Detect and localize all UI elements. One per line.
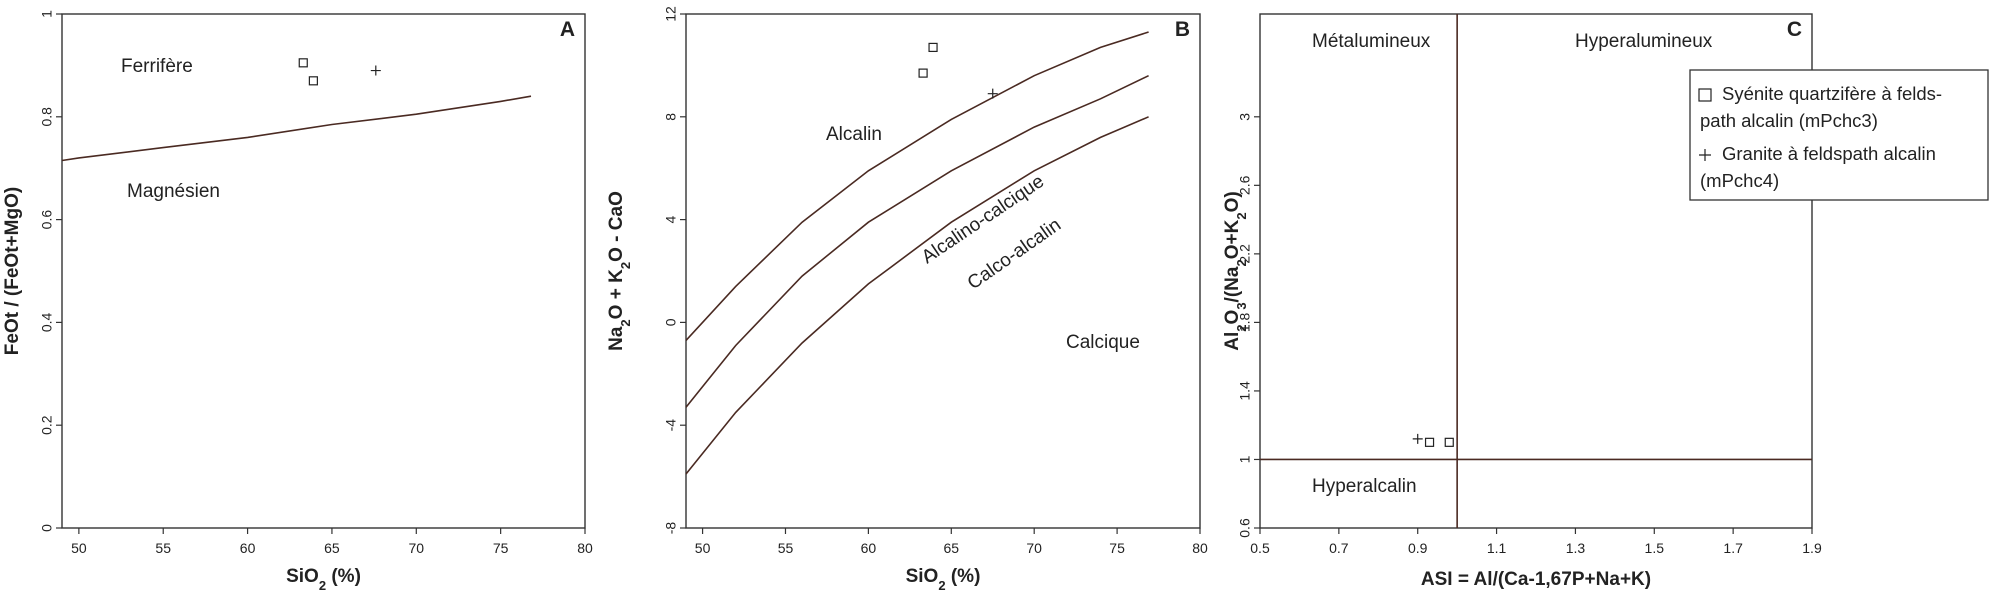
data-point-plus-mPchc4 (1412, 433, 1423, 444)
data-point-square-mPchc3 (1444, 437, 1454, 447)
data-point-square-mPchc3 (308, 76, 318, 86)
ferrifere-magnesien-boundary (61, 95, 532, 162)
y-tick-label: 3 (1237, 113, 1253, 121)
y-axis-label-c: Al2O3/(Na2O+K2O) (1222, 191, 1249, 350)
data-point-square-mPchc3 (298, 58, 308, 68)
x-tick-label: 65 (324, 540, 340, 556)
y-tick-label: 0.6 (1237, 518, 1253, 538)
plot-frame-a (61, 13, 586, 529)
y-tick-label: 1.4 (1237, 381, 1253, 401)
y-tick-label: 1 (39, 10, 55, 18)
legend-entry-line: Syénite quartzifère à felds- (1722, 83, 1942, 104)
y-tick-label: 12 (663, 6, 679, 22)
x-tick-label: 70 (1026, 540, 1042, 556)
alkalinity-boundary-3 (685, 116, 1149, 475)
x-tick-label: 1.1 (1487, 540, 1507, 556)
y-tick-label: 8 (663, 113, 679, 121)
y-tick-label: 0.8 (39, 107, 55, 127)
x-axis-label-a: SiO2 (%) (286, 566, 361, 593)
y-tick-label: 0 (663, 318, 679, 326)
y-tick-label: 2.6 (1237, 175, 1253, 195)
x-tick-label: 70 (409, 540, 425, 556)
plot-frame-b (685, 13, 1201, 529)
x-tick-label: 65 (944, 540, 960, 556)
alkalinity-boundary-1 (685, 31, 1149, 341)
panel-letter-a: A (560, 18, 575, 41)
x-tick-label: 60 (240, 540, 256, 556)
region-label-metalumineux: Métalumineux (1312, 31, 1431, 52)
data-point-square-mPchc3 (928, 42, 938, 53)
y-axis-label-a: FeOt / (FeOt+MgO) (2, 187, 23, 355)
x-tick-label: 50 (695, 540, 711, 556)
data-point-square-mPchc3 (918, 68, 928, 78)
x-tick-label: 1.9 (1802, 540, 1822, 556)
panel-letter-b: B (1175, 18, 1190, 41)
panel-letter-c: C (1787, 18, 1802, 41)
y-tick-label: -4 (663, 419, 679, 432)
x-axis-label-b: SiO2 (%) (906, 566, 981, 593)
x-tick-label: 60 (861, 540, 877, 556)
x-tick-label: 75 (493, 540, 509, 556)
x-tick-label: 50 (71, 540, 87, 556)
x-tick-label: 55 (778, 540, 794, 556)
x-tick-label: 1.3 (1566, 540, 1586, 556)
legend: Syénite quartzifère à felds-path alcalin… (1689, 69, 1989, 201)
y-tick-label: 1 (1237, 455, 1253, 463)
legend-square-icon (1698, 88, 1712, 102)
legend-entry-line: Granite à feldspath alcalin (1722, 143, 1936, 164)
region-label-magnesien: Magnésien (127, 181, 220, 202)
x-tick-label: 55 (155, 540, 171, 556)
y-tick-label: 0.6 (39, 210, 55, 230)
legend-plus-icon (1699, 149, 1711, 161)
plot-frame-c (1259, 13, 1813, 529)
y-tick-label: -8 (663, 522, 679, 535)
x-tick-label: 80 (1192, 540, 1208, 556)
region-label-ferrifere: Ferrifère (121, 56, 193, 77)
data-point-plus-mPchc4 (370, 65, 381, 76)
legend-entry-line: path alcalin (mPchc3) (1700, 110, 1878, 131)
y-tick-label: 0.4 (39, 312, 55, 332)
y-tick-label: 0 (39, 524, 55, 532)
region-label-calcique: Calcique (1066, 332, 1140, 353)
alkalinity-boundary-2 (685, 74, 1149, 408)
region-label-alcalin: Alcalin (826, 124, 882, 145)
x-tick-label: 1.7 (1723, 540, 1743, 556)
x-tick-label: 1.5 (1645, 540, 1665, 556)
legend-entry-line: (mPchc4) (1700, 170, 1779, 191)
data-point-plus-mPchc4 (987, 88, 998, 99)
y-tick-label: 0.2 (39, 415, 55, 435)
y-axis-label-b: Na2O + K2O - CaO (606, 191, 633, 351)
y-tick-label: 1.8 (1237, 312, 1253, 332)
x-tick-label: 75 (1109, 540, 1125, 556)
region-label-hyperalcalin: Hyperalcalin (1312, 476, 1417, 497)
legend-box (1689, 69, 1989, 201)
x-tick-label: 0.7 (1329, 540, 1349, 556)
x-tick-label: 80 (577, 540, 593, 556)
region-label-hyperalumineux: Hyperalumineux (1575, 31, 1713, 52)
x-axis-label-c: ASI = Al/(Ca-1,67P+Na+K) (1421, 569, 1651, 590)
y-tick-label: 2.2 (1237, 244, 1253, 264)
data-point-square-mPchc3 (1424, 437, 1435, 447)
y-tick-label: 4 (663, 215, 679, 223)
x-tick-label: 0.9 (1408, 540, 1428, 556)
x-tick-label: 0.5 (1250, 540, 1270, 556)
